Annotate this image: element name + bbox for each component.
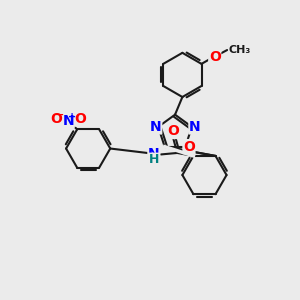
Text: N: N — [150, 120, 162, 134]
Text: H: H — [149, 153, 160, 166]
Text: N: N — [148, 147, 160, 161]
Text: N: N — [62, 114, 74, 128]
Text: +: + — [68, 112, 76, 122]
Text: O: O — [50, 112, 62, 126]
Text: CH₃: CH₃ — [229, 45, 251, 55]
Text: O: O — [209, 50, 221, 64]
Text: N: N — [189, 120, 201, 134]
Text: O: O — [167, 124, 179, 139]
Text: O: O — [75, 112, 87, 126]
Text: O: O — [183, 140, 195, 154]
Text: −: − — [55, 110, 64, 120]
